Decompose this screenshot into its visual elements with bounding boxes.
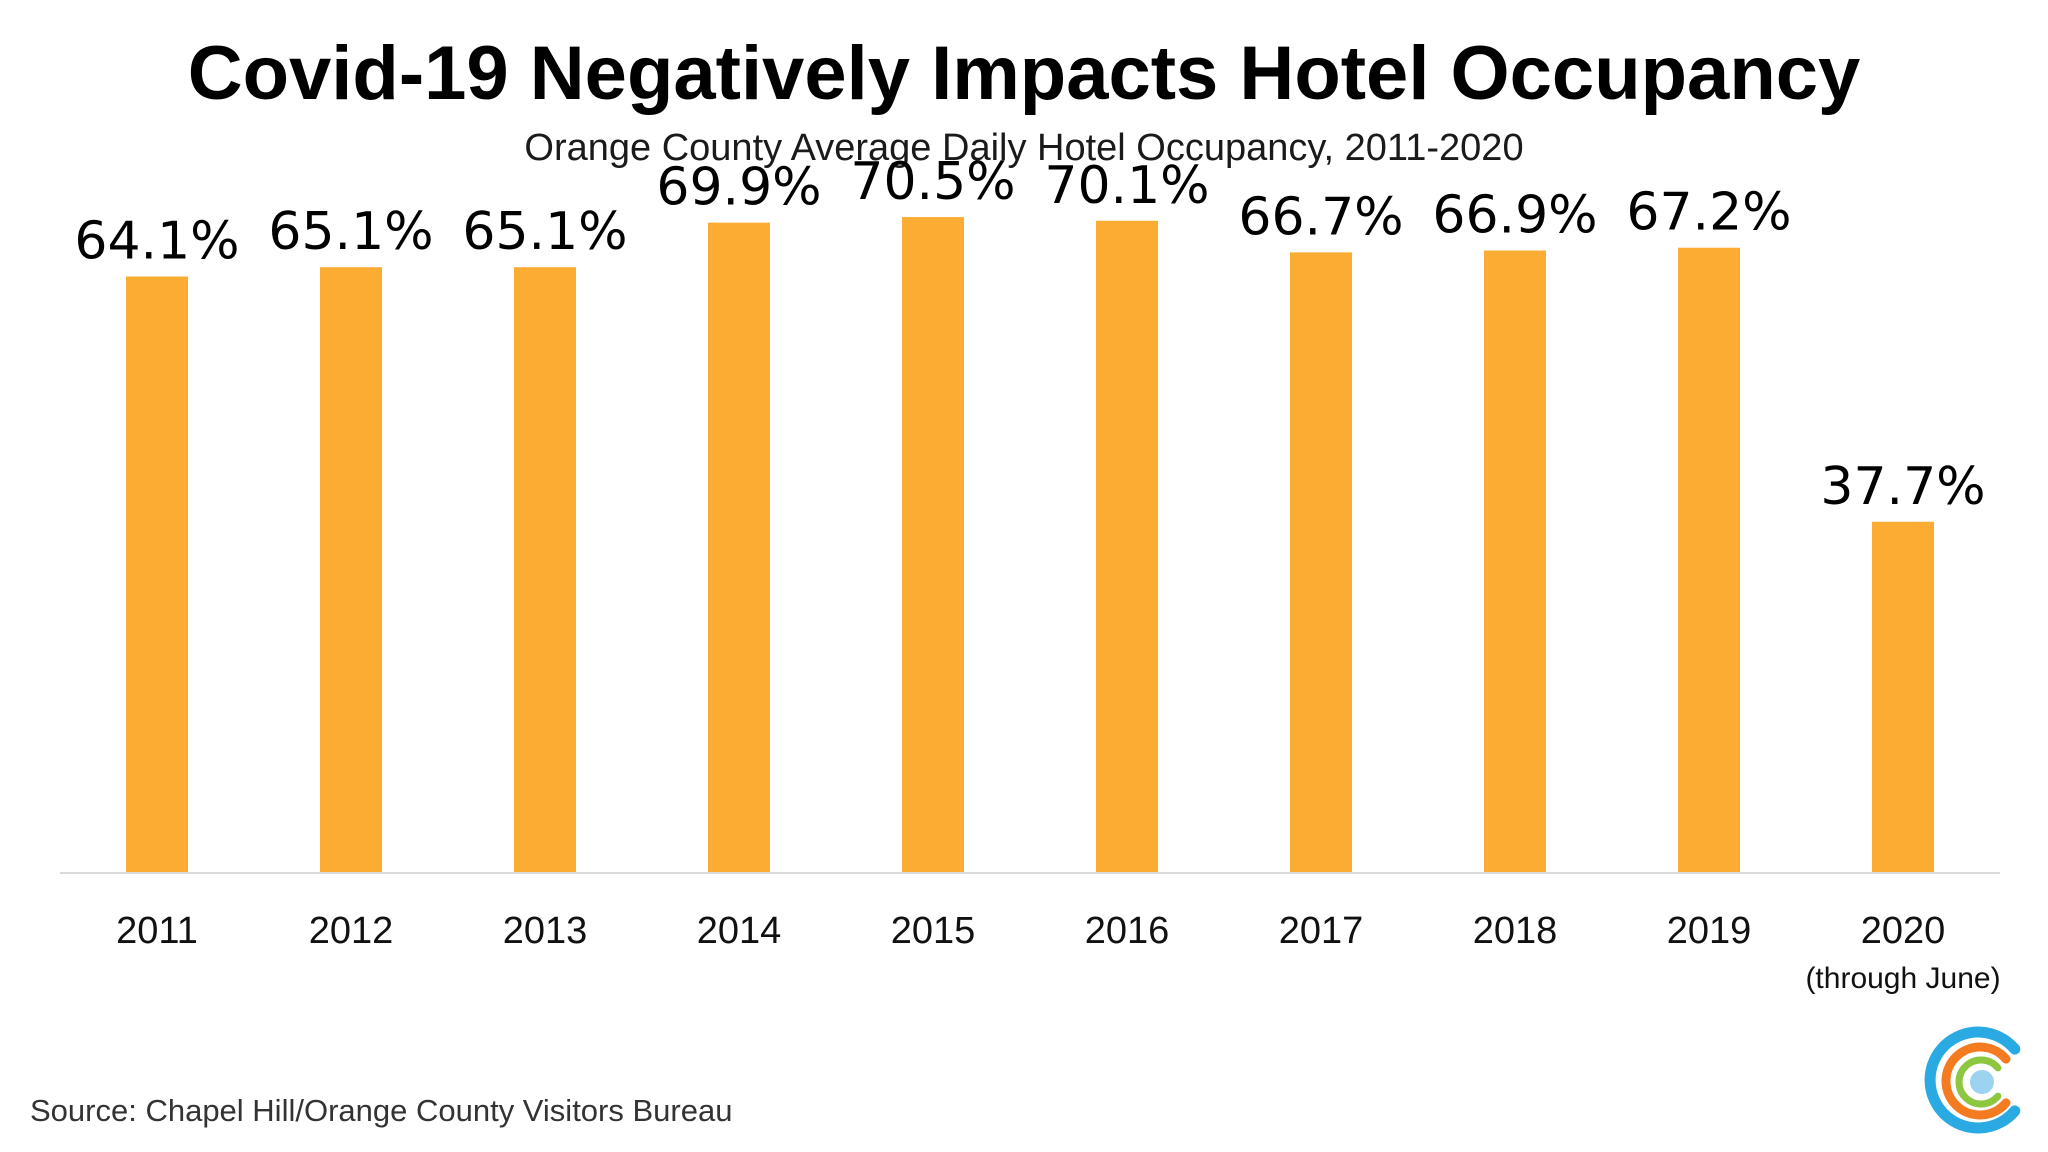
bar-2013	[514, 267, 576, 872]
value-label-2017: 66.7%	[1238, 187, 1403, 247]
tick-label-2014: 2014	[697, 910, 782, 952]
value-label-2018: 66.9%	[1432, 185, 1597, 245]
tick-label-2015: 2015	[891, 910, 976, 952]
bar-2020	[1872, 521, 1934, 872]
value-label-2016: 70.1%	[1044, 156, 1209, 216]
tick-label-2016: 2016	[1085, 910, 1170, 952]
value-label-2011: 64.1%	[74, 212, 239, 272]
bar-2012	[320, 267, 382, 872]
chart-subtitle: Orange County Average Daily Hotel Occupa…	[524, 127, 1524, 169]
tick-label-2011: 2011	[116, 910, 198, 952]
bar-2015	[902, 217, 964, 872]
tick-label-2018: 2018	[1473, 910, 1558, 952]
bar-2016	[1096, 220, 1158, 872]
value-label-2013: 65.1%	[462, 202, 627, 262]
value-label-2015: 70.5%	[850, 152, 1015, 212]
tick-label-2019: 2019	[1667, 910, 1752, 952]
logo-center-dot	[1970, 1070, 1994, 1094]
bar-2019	[1678, 247, 1740, 872]
value-label-2012: 65.1%	[268, 202, 433, 262]
value-label-2020: 37.7%	[1820, 457, 1985, 517]
value-label-2019: 67.2%	[1626, 183, 1791, 243]
concentric-c-logo-icon	[1924, 1026, 2021, 1134]
tick-label-2013: 2013	[503, 910, 588, 952]
bar-2017	[1290, 252, 1352, 872]
logo-inner-ring	[1955, 1056, 2002, 1108]
tick-label-2020: 2020	[1861, 910, 1946, 952]
x-tick-labels-group: 2011 2012 2013 2014 2015 2016 2017 2018 2019 2020…	[116, 910, 2000, 995]
source-note: Source: Chapel Hill/Orange County Visito…	[30, 1093, 733, 1128]
chart-title: Covid-19 Negatively Impacts Hotel Occupa…	[187, 31, 1861, 116]
value-label-2014: 69.9%	[656, 158, 821, 218]
value-labels-group: 64.1% 65.1% 65.1% 69.9% 70.5% 70.1% 66.7% 66.9%…	[74, 152, 1985, 517]
bar-2011	[126, 276, 188, 872]
tick-label-2012: 2012	[309, 910, 394, 952]
bar-2014	[708, 222, 770, 872]
tick-label-2017: 2017	[1279, 910, 1364, 952]
bar-2018	[1484, 250, 1546, 872]
logo-outer-ring	[1924, 1026, 2021, 1134]
logo-middle-ring	[1941, 1042, 2011, 1120]
bars-group	[126, 217, 1934, 872]
tick-note-2020: (through June)	[1805, 962, 2000, 995]
